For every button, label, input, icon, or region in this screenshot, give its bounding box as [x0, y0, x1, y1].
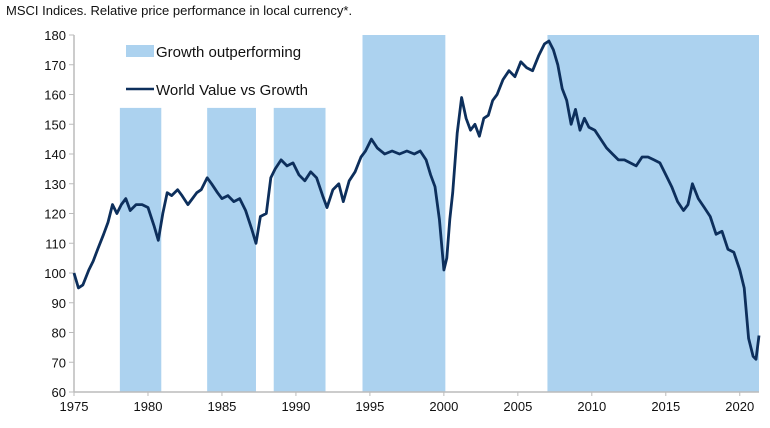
x-tick-label: 2005	[503, 399, 532, 414]
y-tick-label: 160	[44, 88, 66, 103]
y-tick-label: 110	[45, 236, 66, 251]
y-tick-label: 100	[44, 266, 66, 281]
series-line-world-value-vs-growth	[72, 39, 761, 361]
x-tick-label: 2020	[725, 399, 754, 414]
x-tick-label: 1975	[60, 399, 89, 414]
series-layer	[72, 39, 761, 361]
y-tick-label: 140	[44, 147, 66, 162]
legend-label-growth-outperforming: Growth outperforming	[156, 44, 301, 61]
x-tick-label: 2015	[651, 399, 680, 414]
x-tick-label: 1990	[281, 399, 310, 414]
legend-swatch-growth-outperforming	[126, 45, 154, 57]
y-tick-label: 150	[44, 117, 66, 132]
chart-title: MSCI Indices. Relative price performance…	[6, 3, 353, 18]
x-tick-label: 1980	[134, 399, 163, 414]
shaded-regions	[119, 35, 759, 392]
x-tick-label: 2010	[577, 399, 606, 414]
axes: 60 70 80 90 100 110 120 130 140 150 160 170 180 1975 1…	[44, 28, 759, 414]
y-tick-label: 70	[52, 355, 66, 370]
shaded-region-0	[119, 107, 162, 392]
y-tick-label: 60	[52, 385, 66, 400]
legend-label-world-value-vs-growth: World Value vs Growth	[156, 82, 308, 99]
shaded-region-1	[207, 107, 256, 392]
x-tick-label: 2000	[429, 399, 458, 414]
x-tick-label: 1985	[207, 399, 236, 414]
y-tick-label: 120	[44, 207, 66, 222]
y-tick-label: 170	[44, 58, 66, 73]
x-tick-label: 1995	[355, 399, 384, 414]
y-tick-label: 180	[44, 28, 66, 43]
shaded-region-2	[273, 107, 326, 392]
y-tick-label: 90	[52, 296, 66, 311]
shaded-region-3	[362, 35, 446, 392]
legend: Growth outperforming World Value vs Grow…	[126, 44, 308, 99]
shaded-region-4	[547, 35, 759, 392]
y-tick-label: 130	[44, 177, 66, 192]
y-tick-label: 80	[52, 326, 66, 341]
